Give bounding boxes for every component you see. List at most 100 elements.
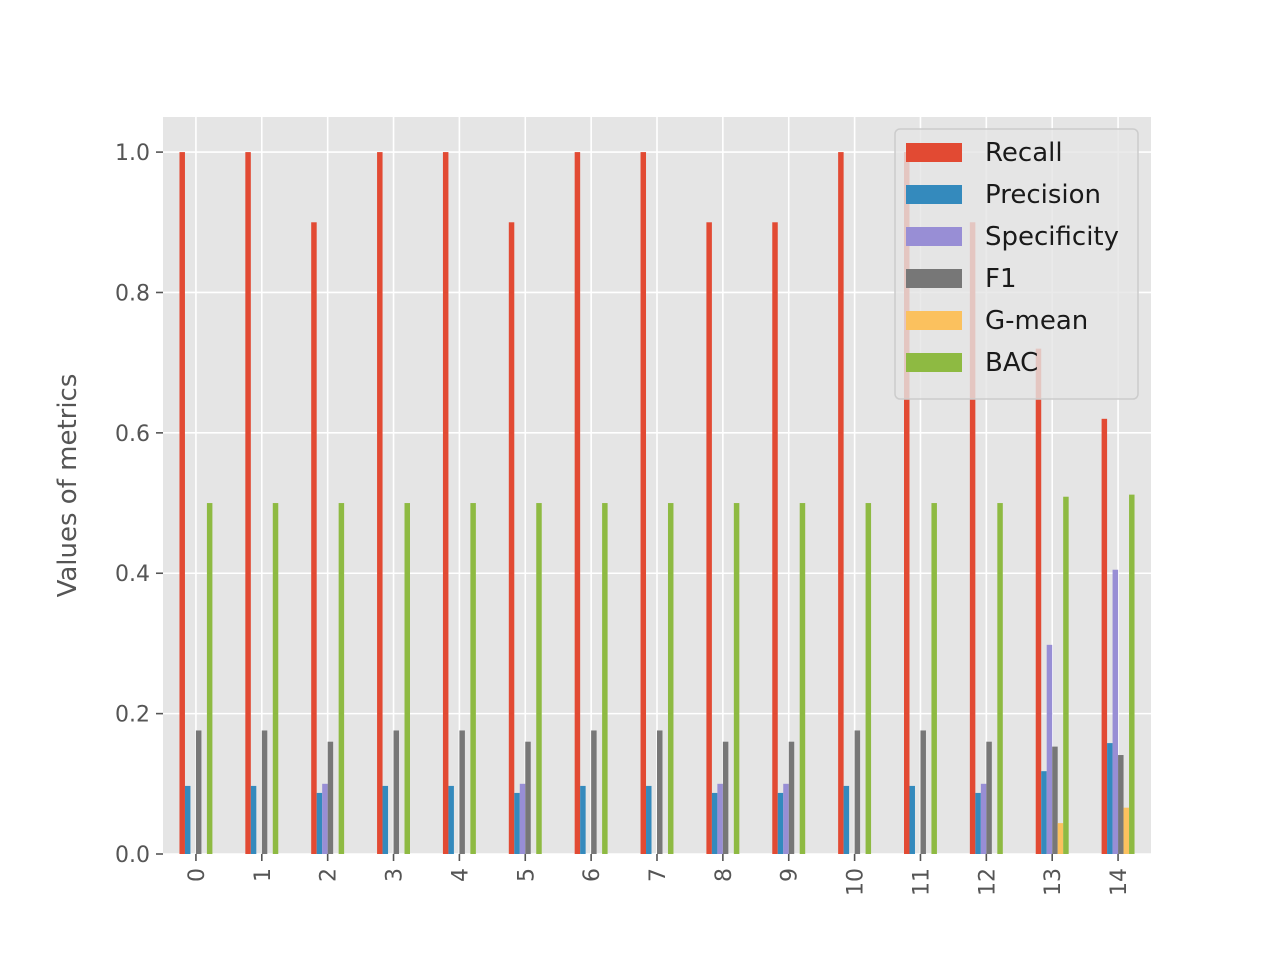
bar-bac-0 bbox=[206, 503, 213, 854]
x-tick-label: 9 bbox=[778, 868, 803, 882]
bar-precision-14 bbox=[1107, 743, 1113, 854]
bar-bac-5 bbox=[536, 503, 542, 854]
bar-recall-3 bbox=[377, 152, 383, 855]
bar-f1-11 bbox=[920, 730, 926, 854]
x-tick-label: 12 bbox=[975, 868, 1000, 896]
bar-recall-6 bbox=[574, 152, 581, 855]
legend-swatch bbox=[906, 143, 962, 162]
x-tick-label: 7 bbox=[646, 868, 671, 882]
bar-precision-1 bbox=[250, 785, 257, 854]
x-tick-label: 4 bbox=[448, 868, 473, 882]
bar-precision-13 bbox=[1041, 771, 1047, 854]
x-tick-label: 3 bbox=[383, 868, 408, 882]
bar-recall-10 bbox=[838, 152, 844, 855]
bar-bac-10 bbox=[865, 503, 872, 854]
bar-f1-4 bbox=[459, 730, 465, 854]
bar-f1-5 bbox=[525, 741, 531, 854]
bar-recall-5 bbox=[508, 222, 515, 855]
bar-f1-8 bbox=[722, 741, 729, 854]
bar-g-mean-13 bbox=[1057, 823, 1064, 854]
bar-precision-0 bbox=[184, 785, 191, 854]
bar-recall-13 bbox=[1035, 348, 1042, 854]
legend-swatch bbox=[906, 311, 962, 330]
x-tick-label: 1 bbox=[251, 868, 276, 882]
bar-f1-10 bbox=[854, 730, 861, 854]
bar-specificity-9 bbox=[783, 783, 789, 854]
bar-bac-7 bbox=[667, 503, 674, 854]
bar-bac-3 bbox=[404, 503, 410, 854]
legend-label: Specificity bbox=[985, 222, 1119, 252]
bar-recall-1 bbox=[245, 152, 251, 855]
bar-f1-3 bbox=[393, 730, 400, 854]
bar-f1-0 bbox=[195, 730, 202, 854]
bar-specificity-2 bbox=[322, 783, 328, 854]
bar-specificity-13 bbox=[1046, 644, 1053, 854]
bar-f1-9 bbox=[788, 741, 795, 854]
bar-recall-4 bbox=[442, 152, 449, 855]
bar-bac-1 bbox=[272, 503, 279, 854]
bar-bac-6 bbox=[602, 503, 608, 854]
bar-f1-12 bbox=[986, 741, 992, 854]
bar-bac-2 bbox=[338, 503, 345, 854]
x-tick-label: 8 bbox=[712, 868, 737, 882]
y-tick-label: 0.6 bbox=[115, 422, 150, 447]
bar-specificity-5 bbox=[519, 783, 526, 854]
bar-precision-4 bbox=[448, 785, 454, 854]
bar-precision-12 bbox=[975, 792, 981, 854]
bar-specificity-8 bbox=[717, 783, 723, 854]
bar-precision-11 bbox=[909, 785, 915, 854]
bar-bac-9 bbox=[799, 503, 806, 854]
legend-swatch bbox=[906, 353, 962, 372]
x-tick-label: 11 bbox=[909, 868, 934, 896]
legend-swatch bbox=[906, 185, 962, 204]
bars bbox=[179, 152, 1135, 855]
legend: Recall Precision Specificity F1 G-mean BAC bbox=[894, 128, 1139, 400]
legend-label: Recall bbox=[985, 138, 1063, 168]
bar-f1-14 bbox=[1118, 755, 1124, 854]
bar-recall-14 bbox=[1101, 418, 1108, 854]
bar-bac-11 bbox=[931, 503, 937, 854]
bar-precision-2 bbox=[316, 792, 323, 854]
bar-bac-8 bbox=[733, 503, 740, 854]
bar-precision-9 bbox=[777, 792, 784, 854]
bar-f1-1 bbox=[261, 730, 268, 854]
bar-bac-4 bbox=[470, 503, 476, 854]
axes: 0.00.20.40.60.81.00 1 2 3 4 5 6 7 8 9 10 11 12 13 14 bbox=[115, 141, 1132, 896]
bar-precision-3 bbox=[382, 785, 389, 854]
y-tick-label: 0.4 bbox=[115, 562, 150, 587]
bar-bac-12 bbox=[997, 503, 1003, 854]
bar-recall-11 bbox=[904, 152, 910, 855]
x-tick-label: 6 bbox=[580, 868, 605, 882]
bar-recall-12 bbox=[969, 222, 976, 855]
bar-recall-8 bbox=[706, 222, 712, 855]
bar-f1-13 bbox=[1052, 746, 1058, 854]
y-tick-label: 0.8 bbox=[115, 281, 150, 306]
x-tick-label: 0 bbox=[185, 868, 210, 882]
bar-recall-9 bbox=[772, 222, 778, 855]
legend-label: G-mean bbox=[985, 306, 1088, 336]
x-tick-label: 13 bbox=[1041, 868, 1066, 896]
legend-label: F1 bbox=[985, 264, 1017, 294]
y-tick-label: 1.0 bbox=[115, 141, 150, 166]
bar-precision-5 bbox=[514, 792, 520, 854]
y-tick-label: 0.0 bbox=[115, 843, 150, 868]
x-tick-label: 10 bbox=[844, 868, 869, 896]
bar-precision-10 bbox=[843, 785, 850, 854]
legend-label: BAC bbox=[985, 348, 1038, 378]
bar-g-mean-14 bbox=[1123, 807, 1130, 854]
bar-recall-7 bbox=[640, 152, 647, 855]
legend-swatch bbox=[906, 227, 962, 246]
bar-bac-13 bbox=[1063, 496, 1069, 854]
bar-precision-6 bbox=[580, 785, 586, 854]
legend-swatch bbox=[906, 269, 962, 288]
y-tick-label: 0.2 bbox=[115, 703, 150, 728]
x-tick-label: 5 bbox=[514, 868, 539, 882]
bar-specificity-12 bbox=[980, 783, 987, 854]
bar-f1-2 bbox=[327, 741, 334, 854]
bar-bac-14 bbox=[1129, 494, 1135, 854]
x-tick-label: 14 bbox=[1107, 868, 1132, 896]
bar-precision-7 bbox=[646, 785, 652, 854]
bar-specificity-14 bbox=[1112, 569, 1119, 854]
bar-precision-8 bbox=[711, 792, 718, 854]
